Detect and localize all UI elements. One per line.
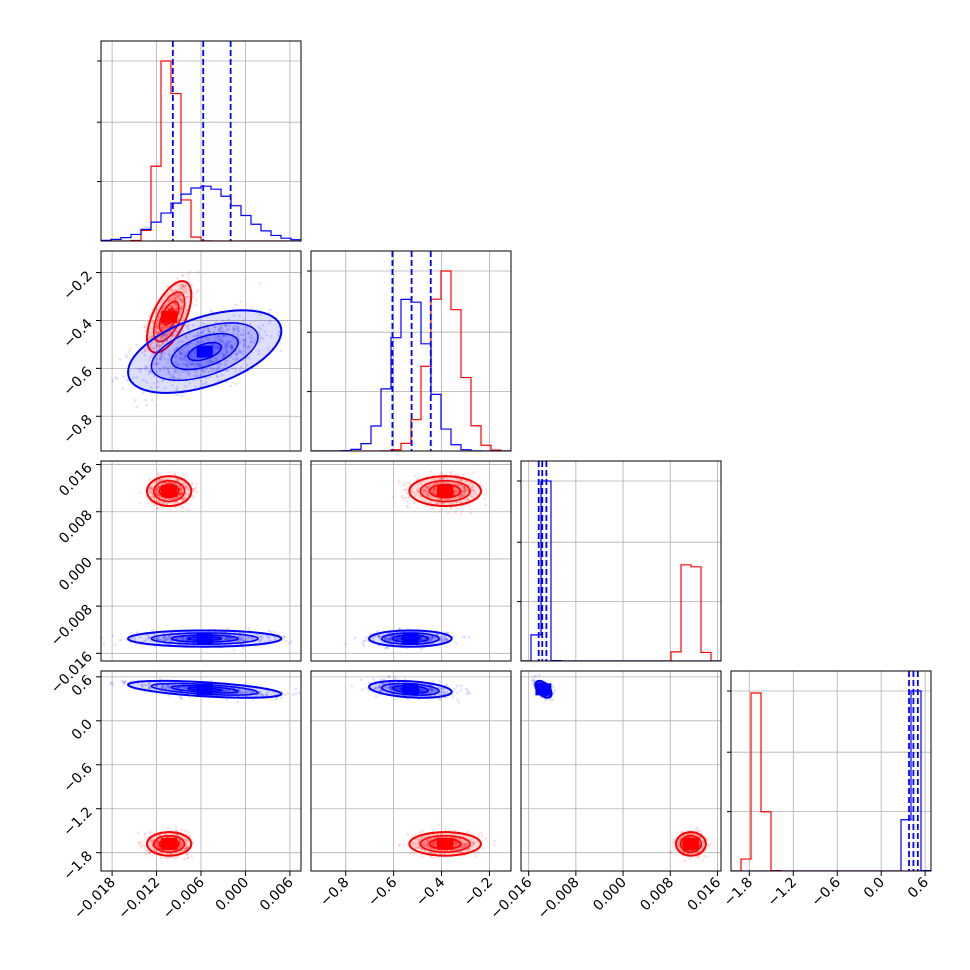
density-peak-1 <box>196 345 213 358</box>
x-tick-label: −0.2 <box>461 875 496 910</box>
panel-frame <box>310 670 512 872</box>
panel-3-2 <box>521 671 721 871</box>
panel-2-1 <box>311 461 511 661</box>
grid <box>731 671 931 871</box>
y-tick-label: −0.6 <box>60 760 95 795</box>
panel-frame <box>310 250 512 452</box>
y-tick-label: −1.8 <box>60 848 95 883</box>
histogram-1 <box>101 185 301 241</box>
x-tick-label: 0.000 <box>590 875 630 915</box>
panel-3-3 <box>731 671 931 871</box>
x-tick-label: 0.6 <box>905 874 932 901</box>
density-peak-0 <box>161 485 178 498</box>
x-tick-label: 0.008 <box>637 875 677 915</box>
x-tick-label: −0.016 <box>488 874 536 922</box>
density-peak-0 <box>682 837 699 850</box>
density-peak-0 <box>437 485 454 498</box>
histogram-0 <box>731 692 931 871</box>
histogram-0 <box>311 270 511 451</box>
x-tick-label: −0.6 <box>809 874 844 909</box>
x-tick-label: −1.8 <box>721 875 756 910</box>
density-peak-0 <box>161 837 178 850</box>
panel-frame <box>100 40 302 242</box>
grid <box>311 461 511 661</box>
panel-1-0 <box>101 251 301 451</box>
histogram-0 <box>521 564 721 661</box>
panel-2-2 <box>521 461 721 661</box>
panel-3-0 <box>101 671 301 871</box>
histogram-0 <box>101 60 301 241</box>
y-tick-label: −1.2 <box>60 804 95 839</box>
grid <box>101 671 301 871</box>
y-tick-label: −0.8 <box>60 412 95 447</box>
grid <box>311 671 511 871</box>
y-tick-label: 0.016 <box>56 460 96 500</box>
panel-frame <box>100 250 302 452</box>
density-peak-1 <box>402 632 419 645</box>
density-peak-1 <box>196 683 213 696</box>
y-tick-label: 0.0 <box>69 716 96 743</box>
x-tick-label: −0.006 <box>160 874 208 922</box>
x-tick-label: 0.0 <box>861 875 888 902</box>
x-tick-label: −0.012 <box>115 875 163 923</box>
y-tick-label: −0.008 <box>48 602 96 650</box>
y-tick-label: −0.2 <box>60 268 95 303</box>
panel-frame <box>310 460 512 662</box>
x-tick-label: 0.006 <box>257 874 297 914</box>
density-peak-1 <box>535 683 552 696</box>
x-tick-label: −0.018 <box>71 875 119 923</box>
panel-frame <box>520 460 722 662</box>
panel-frame <box>730 670 932 872</box>
x-tick-label: −0.8 <box>317 875 352 910</box>
panel-3-1 <box>311 671 511 871</box>
x-tick-label: 0.000 <box>213 875 253 915</box>
grid <box>521 461 721 661</box>
panel-2-0 <box>101 461 301 661</box>
density-peak-0 <box>161 310 178 323</box>
x-tick-label: 0.016 <box>685 874 725 914</box>
density-peak-1 <box>402 683 419 696</box>
panel-frame <box>520 670 722 872</box>
x-tick-label: −0.6 <box>365 874 400 909</box>
y-tick-label: −0.6 <box>60 364 95 399</box>
histogram-1 <box>521 480 721 661</box>
x-tick-label: −1.2 <box>765 875 800 910</box>
panel-1-1 <box>311 251 511 451</box>
y-tick-label: −0.4 <box>60 316 95 351</box>
histogram-1 <box>731 690 931 871</box>
grid <box>101 461 301 661</box>
grid <box>521 671 721 871</box>
panel-frame <box>100 460 302 662</box>
panel-0-0 <box>101 41 301 241</box>
y-tick-label: 0.000 <box>56 554 96 594</box>
grid <box>101 41 301 241</box>
density-peak-0 <box>437 837 454 850</box>
x-tick-label: −0.008 <box>535 875 583 923</box>
x-tick-label: −0.4 <box>413 874 448 909</box>
grid <box>101 251 301 451</box>
density-peak-1 <box>196 632 213 645</box>
y-tick-label: 0.008 <box>56 507 96 547</box>
